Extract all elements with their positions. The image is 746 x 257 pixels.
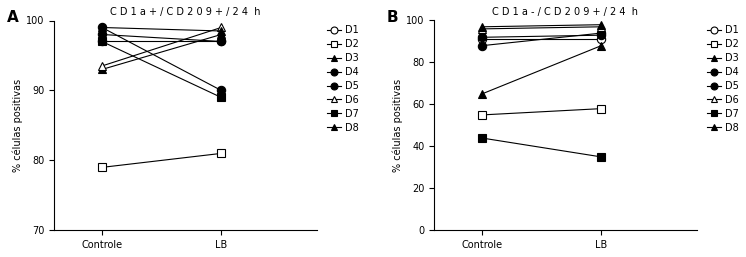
Legend: D1, D2, D3, D4, D5, D6, D7, D8: D1, D2, D3, D4, D5, D6, D7, D8: [706, 25, 739, 133]
Y-axis label: % células positivas: % células positivas: [393, 79, 404, 172]
Text: A: A: [7, 10, 19, 25]
Y-axis label: % células positivas: % células positivas: [13, 79, 23, 172]
Title: C D 1 a - / C D 2 0 9 + / 2 4  h: C D 1 a - / C D 2 0 9 + / 2 4 h: [492, 7, 639, 17]
Text: B: B: [387, 10, 398, 25]
Title: C D 1 a + / C D 2 0 9 + / 2 4  h: C D 1 a + / C D 2 0 9 + / 2 4 h: [110, 7, 260, 17]
Legend: D1, D2, D3, D4, D5, D6, D7, D8: D1, D2, D3, D4, D5, D6, D7, D8: [327, 25, 359, 133]
